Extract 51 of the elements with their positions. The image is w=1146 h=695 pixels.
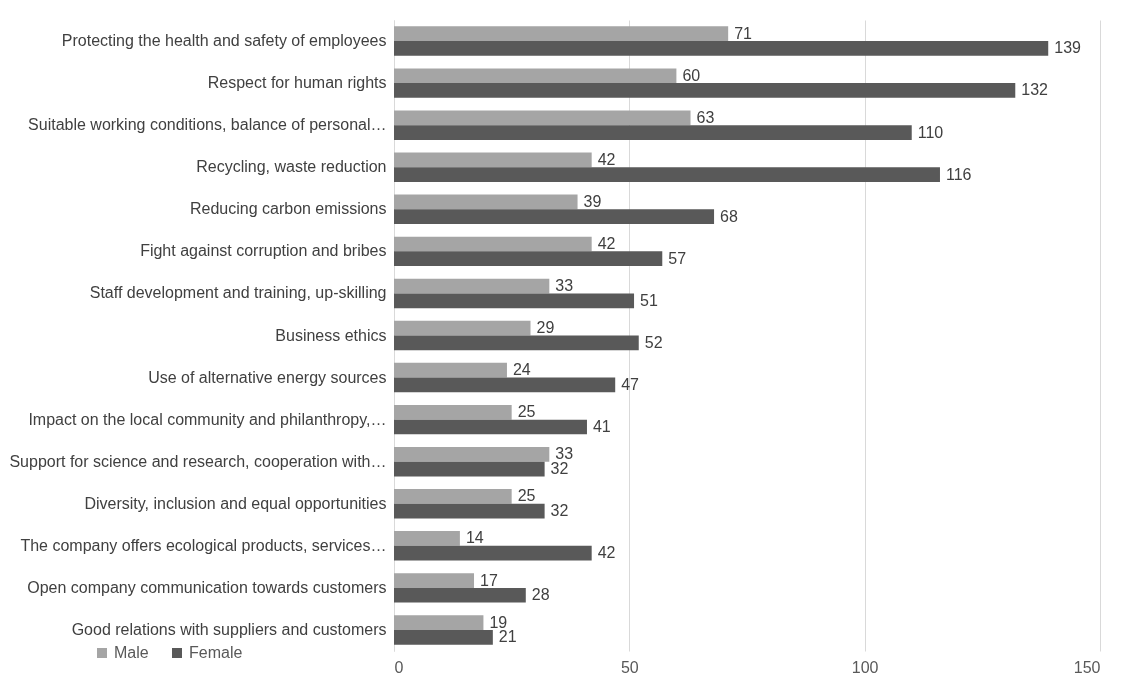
data-label: 29 [536, 319, 555, 337]
data-label: 25 [517, 403, 536, 421]
data-label: 32 [550, 460, 569, 478]
y-tick-label: Staff development and training, up-skilling [89, 284, 387, 302]
data-label: 41 [592, 417, 611, 435]
y-tick-label: Fight against corruption and bribes [140, 242, 387, 260]
x-tick-label: 150 [1073, 658, 1101, 676]
data-label: 32 [550, 502, 569, 520]
data-label: 19 [489, 613, 508, 631]
data-label: 139 [1054, 39, 1082, 57]
data-label: 42 [597, 150, 616, 168]
data-label: 17 [480, 571, 498, 589]
data-label: 39 [583, 192, 602, 210]
data-label: 110 [917, 123, 944, 141]
data-label: 116 [945, 165, 972, 183]
legend-label: Male [114, 644, 149, 661]
y-tick-label: The company offers ecological products, services… [20, 536, 387, 554]
data-label: 132 [1021, 81, 1049, 99]
y-tick-label: Recycling, waste reduction [196, 158, 387, 176]
y-tick-label: Business ethics [275, 326, 387, 344]
data-label: 42 [597, 544, 616, 562]
data-label: 63 [696, 108, 715, 126]
data-label: 33 [555, 445, 574, 463]
data-label: 21 [498, 628, 517, 646]
data-label: 71 [734, 24, 753, 42]
data-label: 47 [621, 375, 640, 393]
data-label: 33 [555, 277, 574, 295]
data-label: 28 [531, 586, 550, 604]
legend-label: Female [189, 644, 243, 661]
y-tick-label: Support for science and research, cooperation with… [9, 452, 387, 470]
y-tick-label: Good relations with suppliers and customers [71, 620, 387, 638]
data-label: 24 [512, 361, 531, 379]
x-tick-label: 50 [620, 658, 639, 676]
data-label: 14 [465, 529, 484, 547]
y-tick-label: Use of alternative energy sources [148, 368, 387, 386]
data-label: 25 [517, 487, 536, 505]
y-tick-label: Suitable working conditions, balance of personal… [28, 116, 387, 134]
y-tick-label: Respect for human rights [207, 74, 387, 92]
y-tick-label: Reducing carbon emissions [189, 200, 387, 218]
y-tick-label: Impact on the local community and philanthropy,… [28, 410, 387, 428]
data-label: 52 [644, 333, 663, 351]
data-label: 51 [640, 291, 658, 309]
x-tick-label: 100 [851, 658, 879, 676]
y-tick-label: Diversity, inclusion and equal opportunities [84, 494, 387, 512]
y-tick-label: Open company communication towards customers [27, 578, 387, 596]
y-tick-label: Protecting the health and safety of employees [61, 32, 387, 50]
data-label: 60 [682, 66, 701, 84]
x-tick-label: 0 [394, 658, 404, 676]
data-label: 68 [720, 207, 738, 225]
data-label: 42 [597, 235, 616, 253]
data-label: 57 [668, 249, 687, 267]
